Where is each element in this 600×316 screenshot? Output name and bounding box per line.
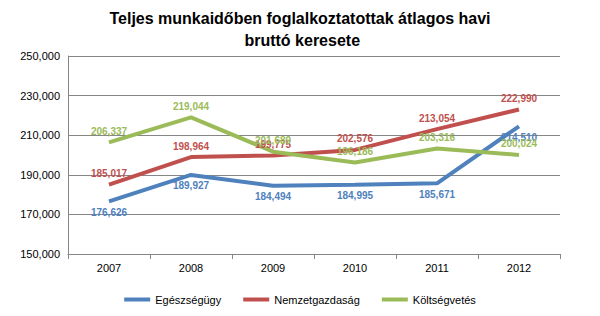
svg-text:222,990: 222,990	[501, 93, 538, 104]
svg-text:214,510: 214,510	[500, 131, 538, 143]
svg-text:184,995: 184,995	[337, 190, 374, 201]
svg-text:201,689: 201,689	[255, 135, 292, 146]
svg-text:206,337: 206,337	[91, 126, 128, 137]
svg-text:2011: 2011	[425, 262, 449, 274]
svg-text:Teljes munkaidőben foglalkozta: Teljes munkaidőben foglalkoztatottak átl…	[109, 10, 490, 27]
svg-text:196,186: 196,186	[337, 146, 374, 157]
svg-text:189,927: 189,927	[173, 180, 210, 191]
svg-text:150,000: 150,000	[20, 248, 60, 260]
svg-text:230,000: 230,000	[20, 90, 60, 102]
svg-text:200,024: 200,024	[501, 138, 538, 149]
svg-text:190,000: 190,000	[20, 169, 60, 181]
svg-text:bruttó keresete: bruttó keresete	[240, 32, 360, 49]
svg-text:2007: 2007	[97, 262, 121, 274]
svg-text:2010: 2010	[343, 262, 367, 274]
svg-text:184,494: 184,494	[255, 191, 292, 202]
svg-text:Egészségügy: Egészségügy	[155, 294, 222, 306]
svg-text:250,000: 250,000	[20, 50, 60, 62]
svg-text:210,000: 210,000	[20, 129, 60, 141]
svg-text:2009: 2009	[261, 262, 285, 274]
svg-text:185,017: 185,017	[91, 168, 128, 179]
svg-text:176,626: 176,626	[91, 207, 128, 218]
svg-text:202,576: 202,576	[337, 133, 374, 144]
svg-text:185,671: 185,671	[419, 189, 456, 200]
svg-text:203,316: 203,316	[419, 132, 456, 143]
svg-text:Nemzetgazdaság: Nemzetgazdaság	[274, 294, 360, 306]
svg-text:2008: 2008	[179, 262, 203, 274]
svg-text:198,964: 198,964	[173, 141, 210, 152]
svg-text:2012: 2012	[507, 262, 531, 274]
svg-text:170,000: 170,000	[20, 208, 60, 220]
svg-text:213,054: 213,054	[419, 113, 456, 124]
svg-text:219,044: 219,044	[173, 101, 210, 112]
svg-text:Költségvetés: Költségvetés	[413, 294, 476, 306]
